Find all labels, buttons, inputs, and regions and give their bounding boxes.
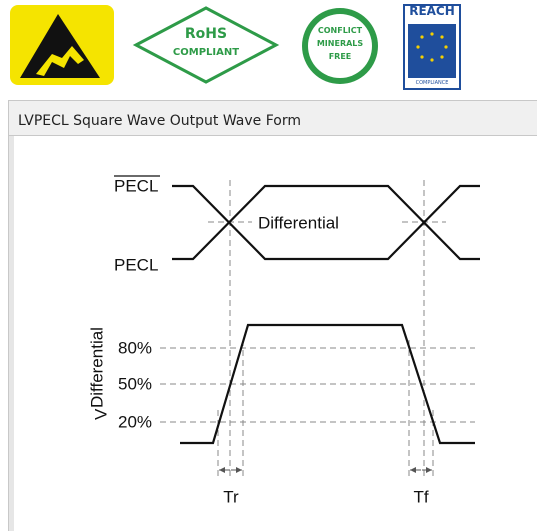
panel-title: LVPECL Square Wave Output Wave Form [18,113,301,129]
conflict-line: FREE [329,52,352,61]
y-label-sub: Differential [87,327,106,408]
reach-footer: COMPLIANCE [416,80,449,86]
waveform-diagram: PECL PECL Differential 80% 50% 20% V Dif… [87,175,480,506]
differential-label: Differential [258,213,339,232]
y-label-main: V [91,408,110,420]
conflict-line: CONFLICT [318,26,363,35]
conflict-line: MINERALS [317,39,364,48]
rohs-title: RoHS [185,26,227,42]
rise-label: Tr [223,487,239,506]
pecl-inverted-label: PECL [114,176,158,195]
esd-badge [10,5,114,85]
level-label: 50% [118,374,152,393]
rohs-badge: RoHS COMPLIANT [132,6,280,84]
level-label: 20% [118,412,152,431]
conflict-badge: CONFLICT MINERALS FREE [302,8,378,84]
rohs-sub: COMPLIANT [173,47,239,58]
reach-badge: REACH COMPLIANCE [403,4,461,90]
pecl-label: PECL [114,255,158,274]
panel: LVPECL Square Wave Output Wave Form [8,100,537,531]
reach-title: REACH [409,4,455,18]
fall-label: Tf [413,487,428,506]
level-label: 80% [118,338,152,357]
